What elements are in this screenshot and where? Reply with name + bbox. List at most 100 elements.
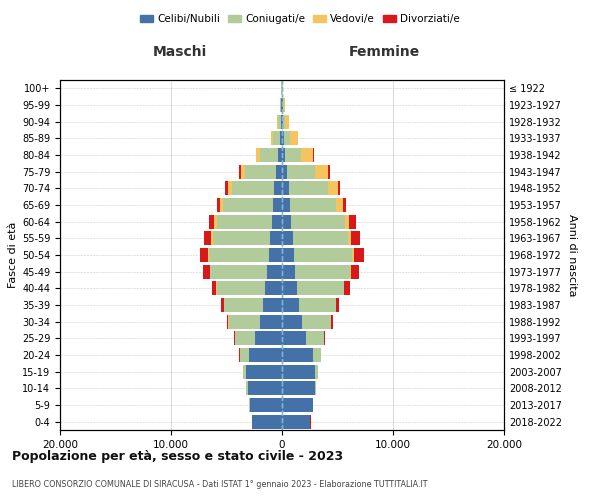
Bar xyxy=(294,248,352,262)
Bar xyxy=(212,231,271,246)
Bar xyxy=(211,264,267,279)
Bar xyxy=(292,214,345,229)
Bar xyxy=(211,231,212,246)
Bar xyxy=(271,231,282,246)
Y-axis label: Anni di nascita: Anni di nascita xyxy=(568,214,577,296)
Bar xyxy=(248,381,282,396)
Bar xyxy=(307,331,324,345)
Bar xyxy=(352,248,353,262)
Bar xyxy=(316,364,318,379)
Bar xyxy=(313,348,321,362)
Bar xyxy=(282,398,313,412)
Bar xyxy=(349,214,356,229)
Bar xyxy=(209,264,211,279)
Bar xyxy=(278,148,282,162)
Legend: Celibi/Nubili, Coniugati/e, Vedovi/e, Divorziati/e: Celibi/Nubili, Coniugati/e, Vedovi/e, Di… xyxy=(136,10,464,29)
Bar xyxy=(214,214,217,229)
Bar xyxy=(293,231,348,246)
Bar xyxy=(260,148,278,162)
Bar xyxy=(348,231,351,246)
Bar xyxy=(315,381,316,396)
Bar xyxy=(313,148,314,162)
Bar xyxy=(290,131,298,146)
Bar xyxy=(241,164,245,179)
Bar xyxy=(200,248,208,262)
Bar xyxy=(282,198,290,212)
Text: Maschi: Maschi xyxy=(153,45,207,59)
Bar xyxy=(286,114,289,128)
Bar xyxy=(324,331,325,345)
Bar xyxy=(226,181,228,196)
Bar xyxy=(239,164,241,179)
Bar xyxy=(283,98,284,112)
Bar xyxy=(221,298,224,312)
Bar xyxy=(232,181,274,196)
Bar xyxy=(249,348,282,362)
Bar xyxy=(243,364,247,379)
Bar xyxy=(265,281,282,295)
Bar xyxy=(208,248,209,262)
Bar xyxy=(250,398,282,412)
Bar xyxy=(280,131,282,146)
Bar xyxy=(256,331,282,345)
Bar xyxy=(273,131,280,146)
Bar xyxy=(220,198,223,212)
Bar xyxy=(295,264,350,279)
Bar xyxy=(351,231,360,246)
Bar xyxy=(281,98,282,112)
Bar xyxy=(297,281,344,295)
Bar xyxy=(247,364,282,379)
Bar xyxy=(344,281,350,295)
Bar xyxy=(282,114,283,128)
Bar xyxy=(223,198,273,212)
Text: Popolazione per età, sesso e stato civile - 2023: Popolazione per età, sesso e stato civil… xyxy=(12,450,343,463)
Bar xyxy=(260,314,282,329)
Bar xyxy=(280,98,281,112)
Bar xyxy=(282,98,283,112)
Bar xyxy=(282,298,299,312)
Bar xyxy=(282,214,292,229)
Bar xyxy=(235,331,256,345)
Bar xyxy=(282,348,313,362)
Bar xyxy=(263,298,282,312)
Bar xyxy=(228,181,232,196)
Bar xyxy=(281,114,282,128)
Bar xyxy=(351,264,359,279)
Bar xyxy=(252,414,282,428)
Bar xyxy=(328,164,330,179)
Bar xyxy=(217,281,265,295)
Bar xyxy=(289,181,328,196)
Bar xyxy=(203,264,209,279)
Bar xyxy=(337,198,343,212)
Bar xyxy=(282,231,293,246)
Bar xyxy=(278,114,281,128)
Bar xyxy=(284,131,290,146)
Bar xyxy=(350,264,351,279)
Bar xyxy=(209,214,214,229)
Bar xyxy=(274,181,282,196)
Bar xyxy=(315,164,328,179)
Bar xyxy=(282,364,316,379)
Bar xyxy=(217,198,220,212)
Bar xyxy=(240,348,249,362)
Text: Femmine: Femmine xyxy=(349,45,420,59)
Bar xyxy=(282,164,287,179)
Bar xyxy=(282,131,284,146)
Bar xyxy=(282,314,302,329)
Bar xyxy=(282,381,315,396)
Bar xyxy=(282,281,297,295)
Bar xyxy=(272,214,282,229)
Bar xyxy=(282,331,307,345)
Bar xyxy=(227,314,229,329)
Bar xyxy=(256,148,260,162)
Bar xyxy=(267,264,282,279)
Bar xyxy=(277,164,282,179)
Bar xyxy=(290,198,337,212)
Bar xyxy=(273,198,282,212)
Bar xyxy=(302,314,331,329)
Bar xyxy=(331,314,333,329)
Bar xyxy=(209,248,269,262)
Bar xyxy=(224,298,263,312)
Bar xyxy=(345,214,349,229)
Bar xyxy=(343,198,346,212)
